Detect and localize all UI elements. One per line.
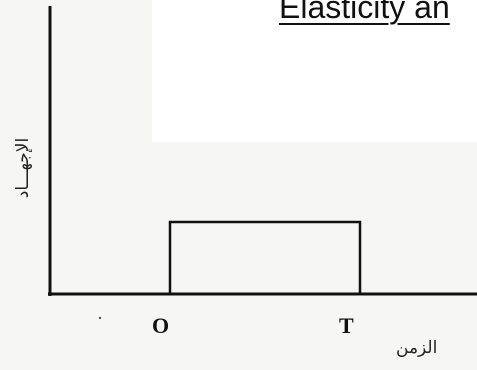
stress-pulse-curve bbox=[168, 220, 362, 294]
end-time-tick-label: T bbox=[339, 313, 354, 338]
x-axis-label: الزمن bbox=[396, 338, 438, 358]
y-axis-label: الإجهـــاد bbox=[13, 137, 33, 199]
page-title: Elasticity an bbox=[279, 0, 450, 25]
white-panel bbox=[152, 0, 477, 142]
origin-tick-label: O bbox=[152, 313, 170, 338]
scan-speck bbox=[98, 316, 102, 320]
